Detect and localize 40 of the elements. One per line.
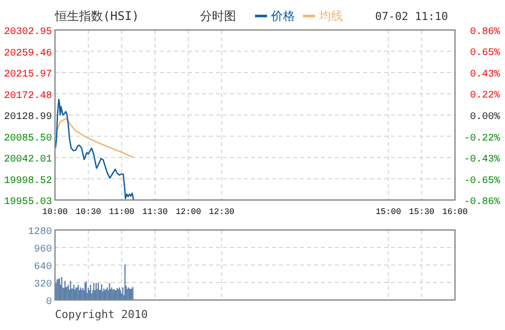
y-tick-label: 0 — [46, 297, 52, 308]
x-tick-label: 10:30 — [76, 207, 102, 217]
x-tick-label: 16:00 — [442, 207, 468, 217]
y2-tick-label: -0.43% — [464, 154, 500, 166]
x-tick-label: 12:30 — [208, 207, 234, 217]
line-series — [56, 118, 134, 158]
legend-label: 价格 — [270, 9, 295, 23]
y-tick-label: 320 — [34, 280, 52, 290]
y2-tick-label: 0.86% — [470, 27, 500, 38]
y-tick-label: 19998.52 — [4, 176, 52, 187]
y2-tick-label: 0.65% — [470, 48, 500, 59]
y-tick-label: 20128.99 — [4, 112, 52, 123]
x-tick-label: 12:00 — [176, 207, 202, 217]
x-tick-label: 10:00 — [42, 207, 68, 217]
y-tick-label: 20042.01 — [4, 154, 52, 166]
y2-tick-label: -0.65% — [464, 176, 500, 188]
y2-tick-label: -0.22% — [464, 134, 500, 145]
y-tick-label: 640 — [34, 262, 52, 273]
text: Copyright 2010 — [55, 308, 148, 321]
y-tick-label: 20259.46 — [4, 48, 52, 60]
y2-tick-label: 0.43% — [470, 70, 500, 80]
y-tick-label: 1280 — [28, 227, 52, 238]
line-series — [54, 98, 134, 200]
text: 07-02 11:10 — [375, 10, 448, 23]
y-tick-label: 20085.50 — [4, 133, 52, 144]
y-tick-label: 20302.95 — [4, 27, 52, 38]
x-tick-label: 11:30 — [142, 207, 168, 217]
y2-tick-label: -0.86% — [464, 197, 500, 208]
legend-label: 均线 — [318, 9, 343, 23]
chart-title: 恒生指数(HSI) — [54, 9, 140, 23]
y2-tick-label: 0.00% — [470, 112, 500, 123]
y-tick-label: 960 — [34, 244, 52, 256]
y-tick-label: 20172.48 — [4, 90, 52, 102]
y2-tick-label: 0.22% — [470, 90, 500, 102]
y-tick-label: 20215.97 — [4, 70, 52, 80]
x-tick-label: 15:00 — [376, 207, 402, 217]
x-tick-label: 15:30 — [408, 207, 434, 217]
chart-subtitle: 分时图 — [200, 9, 236, 23]
y-tick-label: 19955.03 — [4, 197, 52, 208]
x-tick-label: 11:00 — [108, 207, 134, 217]
